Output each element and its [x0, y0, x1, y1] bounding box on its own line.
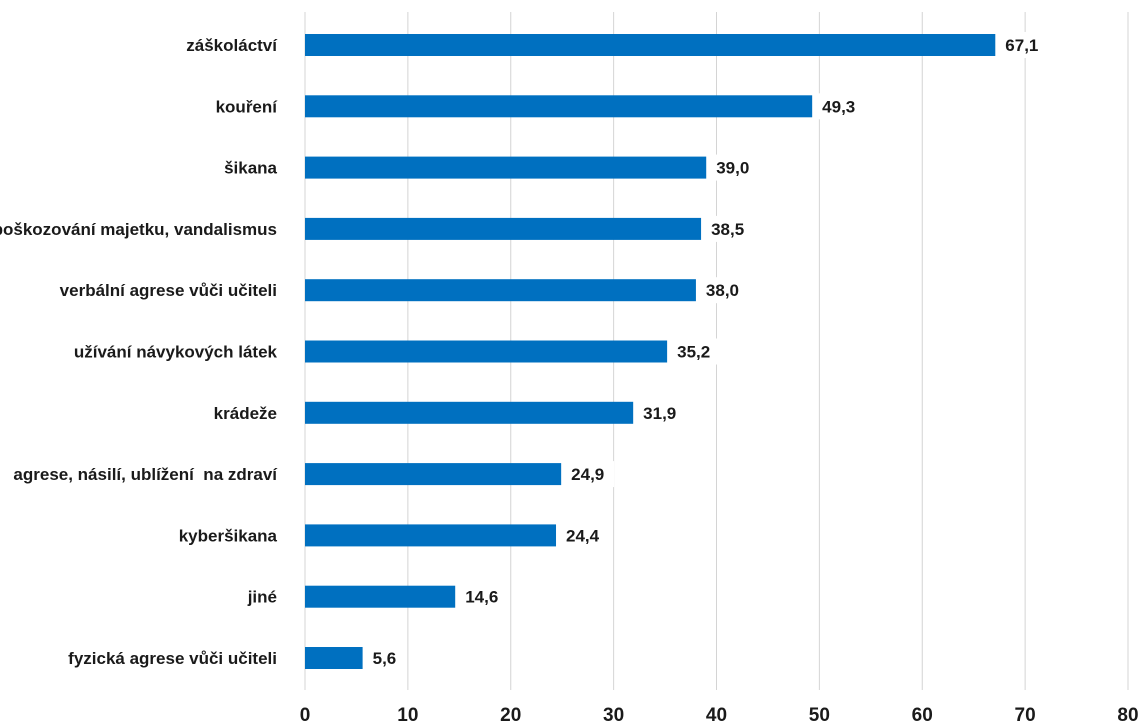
value-label: 35,2 — [677, 343, 710, 362]
category-label: krádeže — [214, 404, 277, 423]
bar — [305, 463, 562, 486]
value-label-background — [815, 93, 866, 120]
category-labels: záškoláctví kouření šikana poškozování maje… — [0, 36, 278, 668]
value-label: 38,5 — [711, 220, 744, 239]
value-label-background — [670, 338, 721, 365]
category-label: kouření — [216, 97, 279, 116]
x-tick-label: 20 — [500, 705, 521, 726]
value-label-background — [698, 277, 749, 304]
bars — [305, 34, 996, 669]
x-tick-label: 30 — [603, 705, 624, 726]
x-tick-label: 50 — [809, 705, 830, 726]
bar — [305, 34, 996, 56]
bar — [305, 217, 702, 240]
bar — [305, 95, 813, 118]
value-label: 5,6 — [373, 649, 397, 668]
x-tick-label: 40 — [706, 705, 727, 726]
bar — [305, 647, 363, 669]
value-labels: 67,1 49,3 39,0 38,5 38,0 35,2 31,9 24,9 24,4 14,6… — [365, 32, 1049, 671]
value-label-background — [636, 399, 687, 426]
value-label: 31,9 — [643, 404, 676, 423]
value-label: 49,3 — [822, 97, 855, 116]
value-label: 24,9 — [571, 465, 604, 484]
category-label: poškozování majetku, vandalismus — [0, 220, 277, 239]
value-label-background — [559, 522, 610, 549]
category-label: fyzická agrese vůči učiteli — [68, 649, 277, 668]
x-tick-label: 0 — [300, 705, 311, 726]
bar — [305, 585, 456, 608]
category-label: agrese, násilí, ublížení na zdraví — [13, 465, 278, 484]
bar — [305, 401, 634, 424]
value-label-background — [998, 32, 1049, 58]
category-label: jiné — [247, 588, 277, 607]
category-label: verbální agrese vůči učiteli — [60, 281, 277, 300]
category-label: kyberšikana — [179, 526, 278, 545]
bar — [305, 156, 707, 179]
bar — [305, 279, 696, 302]
value-label-background — [564, 461, 615, 488]
value-label: 24,4 — [566, 526, 600, 545]
x-tick-label: 70 — [1015, 705, 1036, 726]
value-label-background — [709, 154, 760, 181]
value-label: 14,6 — [465, 588, 498, 607]
value-label-background — [365, 645, 407, 671]
value-label-background — [458, 583, 509, 610]
value-label: 39,0 — [716, 159, 749, 178]
x-tick-label: 60 — [912, 705, 933, 726]
x-axis-tick-labels: 0 10 20 30 40 50 60 70 80 — [300, 705, 1139, 726]
category-label: užívání návykových látek — [74, 343, 278, 362]
value-label: 67,1 — [1005, 36, 1038, 55]
category-label: šikana — [224, 159, 277, 178]
value-label: 38,0 — [706, 281, 739, 300]
x-tick-label: 10 — [397, 705, 418, 726]
bar — [305, 340, 668, 363]
category-label: záškoláctví — [186, 36, 278, 55]
value-label-background — [704, 215, 755, 242]
bar — [305, 524, 557, 547]
x-tick-label: 80 — [1117, 705, 1138, 726]
